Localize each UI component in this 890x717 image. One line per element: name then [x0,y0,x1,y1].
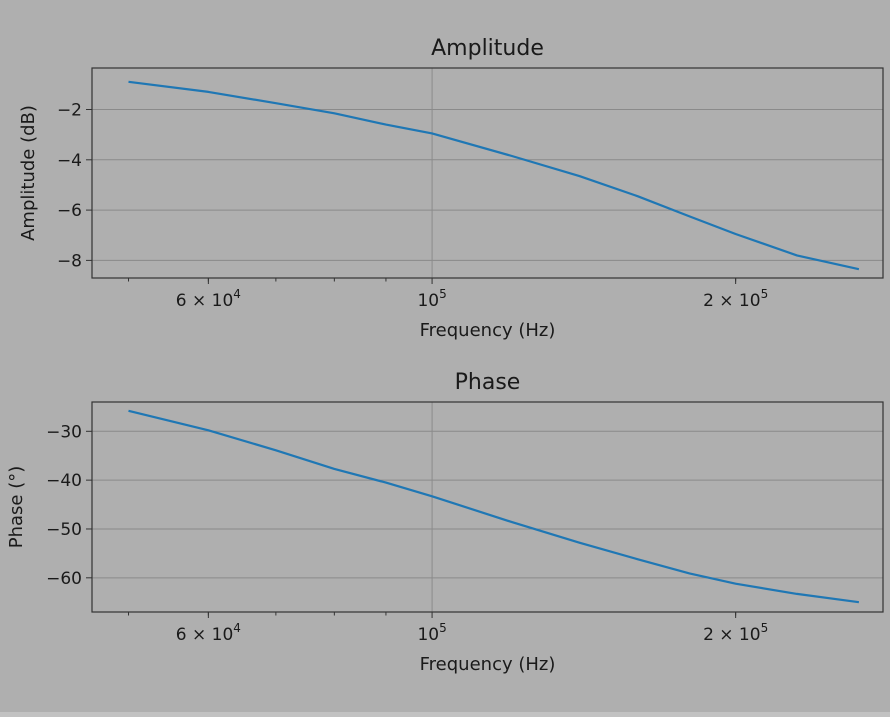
x-tick-label: 6 × 104 [176,287,241,311]
x-tick-label-exponent: 5 [761,287,769,301]
x-tick-label-exponent: 5 [761,621,769,635]
amplitude-title: Amplitude [431,36,544,61]
y-tick-label: −50 [46,520,82,540]
x-tick-label-base: 10 [417,625,439,645]
x-tick-label-exponent: 5 [439,621,447,635]
phase-series-line [128,409,860,604]
x-tick-label-base: 10 [417,291,439,311]
y-tick-label: −8 [57,251,82,271]
x-tick-label-base: 2 × 10 [703,625,761,645]
x-tick-label-base: 2 × 10 [703,291,761,311]
x-tick-label-exponent: 4 [233,621,241,635]
x-tick-label-base: 6 × 10 [176,291,234,311]
x-tick-label: 2 × 105 [703,287,768,311]
x-tick-label: 105 [417,621,446,645]
x-tick-label: 2 × 105 [703,621,768,645]
amplitude-x-axis-label: Frequency (Hz) [420,320,556,341]
y-tick-label: −4 [57,151,82,171]
amplitude-series-line [128,80,860,271]
amplitude-y-axis-label: Amplitude (dB) [18,105,39,241]
y-tick-label: −60 [46,569,82,589]
phase-y-axis-label: Phase (°) [6,466,27,549]
x-tick-label-exponent: 5 [439,287,447,301]
phase-axes: 6 × 104 105 2 × 105−30−40−50−60PhaseFreque… [6,370,884,675]
y-tick-label: −40 [46,471,82,491]
phase-axes-frame [91,401,884,613]
phase-x-axis-label: Frequency (Hz) [420,654,556,675]
phase-plot-area [92,402,883,612]
y-tick-label: −30 [46,422,82,442]
phase-title: Phase [455,370,521,395]
amplitude-axes-frame [91,67,884,279]
y-tick-label: −6 [57,201,82,221]
x-tick-label-base: 6 × 10 [176,625,234,645]
x-tick-label-exponent: 4 [233,287,241,301]
x-tick-label: 105 [417,287,446,311]
x-tick-label: 6 × 104 [176,621,241,645]
amplitude-axes: 6 × 104 105 2 × 105−2−4−6−8AmplitudeFreque… [18,36,884,341]
amplitude-plot-area [92,68,883,278]
y-tick-label: −2 [57,100,82,120]
